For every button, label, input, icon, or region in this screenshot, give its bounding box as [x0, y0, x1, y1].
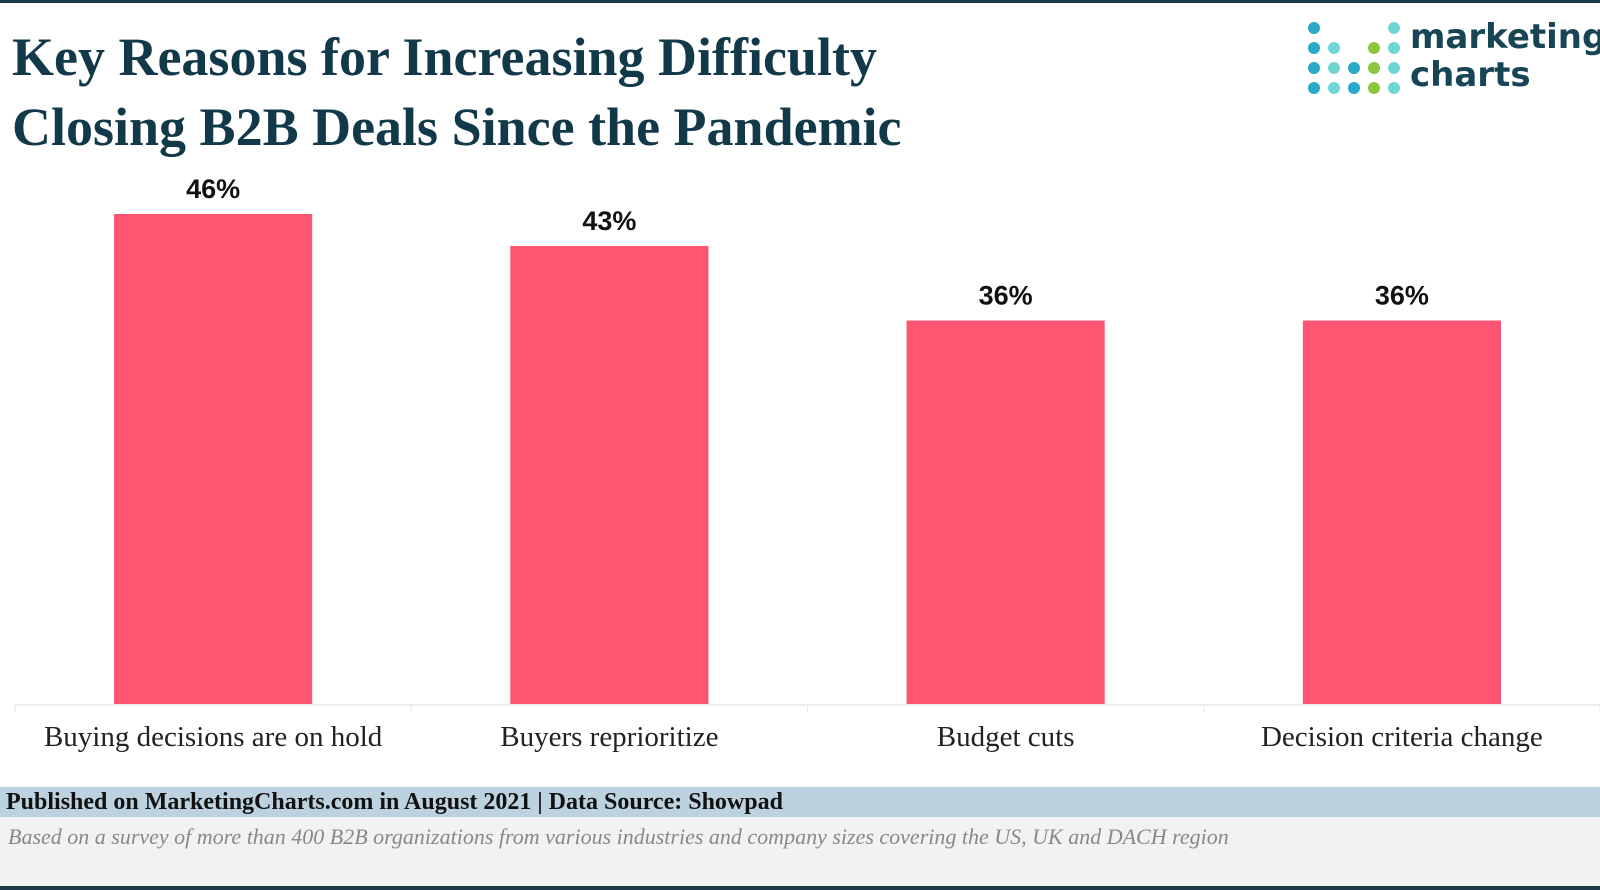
bar: [1302, 320, 1501, 704]
x-tick-label: Buying decisions are on hold: [44, 721, 383, 753]
x-tick-label: Decision criteria change: [1261, 721, 1543, 753]
footnote: Based on a survey of more than 400 B2B o…: [0, 817, 1600, 886]
x-tick-label: Budget cuts: [937, 721, 1075, 753]
value-label: 36%: [1375, 281, 1429, 311]
top-rule: [0, 0, 1600, 3]
x-tick-label: Buyers reprioritize: [500, 721, 718, 753]
logo-dots: [1308, 22, 1400, 94]
value-label: 46%: [186, 174, 240, 204]
bar: [114, 214, 313, 704]
logo-word: marketing: [1410, 17, 1600, 57]
bar: [510, 245, 709, 704]
chart-title: Key Reasons for Increasing Difficulty Cl…: [12, 27, 902, 157]
source-line: Published on MarketingCharts.com in Augu…: [0, 787, 1600, 817]
bottom-rule: [0, 886, 1600, 890]
value-label: 43%: [582, 206, 636, 236]
logo-word: charts: [1410, 55, 1531, 95]
value-label: 36%: [979, 281, 1033, 311]
bar: [906, 320, 1105, 704]
logo: marketing charts: [1410, 18, 1600, 94]
